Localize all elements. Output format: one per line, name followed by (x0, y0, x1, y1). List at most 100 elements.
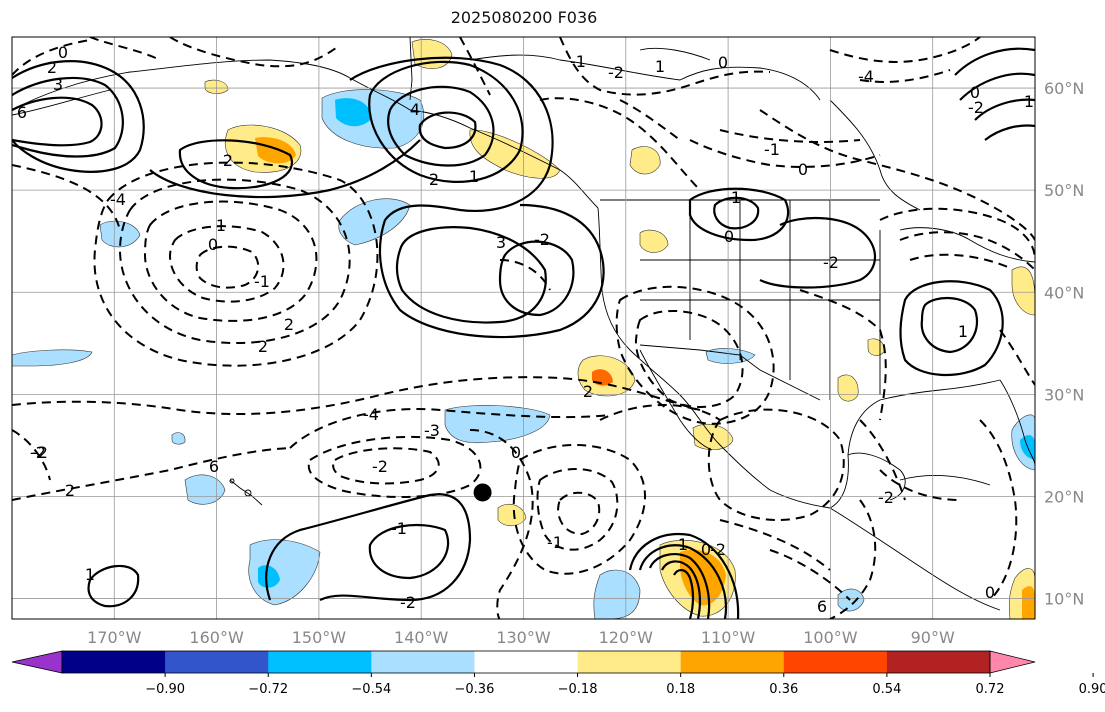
contour-label: 1 (731, 188, 741, 207)
colorbar-segment (62, 651, 166, 673)
longitude-label: 160°W (189, 628, 244, 647)
contour-label: 0 (985, 583, 995, 602)
longitude-tick-labels: 170°W 160°W 150°W 140°W 130°W 120°W 110°W 100°W… (87, 628, 955, 647)
contour-label: 0 (798, 160, 808, 179)
colorbar-segment (371, 651, 475, 673)
contour-label: -2 (710, 540, 726, 559)
contour-label: 0 (511, 443, 521, 462)
contour-label: -2 (372, 457, 388, 476)
colorbar-tick-label: 0.36 (769, 682, 798, 697)
contour-label: -2 (878, 488, 894, 507)
contour-label: 2 (429, 170, 439, 189)
contour-label: 1 (469, 167, 479, 186)
contour-label: 1 (85, 565, 95, 584)
colorbar-tick-label: 0.18 (666, 682, 695, 697)
contour-label: 0 (724, 227, 734, 246)
contour-label: 2 (258, 337, 268, 356)
contour-label: -2 (608, 63, 624, 82)
colorbar-tick-label: −0.36 (455, 682, 495, 697)
contour-label: 0 (970, 83, 980, 102)
contour-label: 3 (496, 233, 506, 252)
colorbar-segment (165, 651, 269, 673)
contour-label: 1 (216, 216, 226, 235)
contour-label: 2 (583, 382, 593, 401)
longitude-label: 140°W (394, 628, 449, 647)
contour-label: -2 (400, 593, 416, 612)
latitude-label: 20°N (1044, 487, 1084, 506)
contour-label: 2 (47, 58, 57, 77)
colorbar-segment (680, 651, 785, 673)
lat-lon-grid (12, 37, 1035, 619)
longitude-label: 110°W (701, 628, 756, 647)
contour-label: 6 (817, 597, 827, 616)
longitude-label: 130°W (496, 628, 551, 647)
colorbar-segment (783, 651, 888, 673)
contour-label: 0 (701, 540, 711, 559)
longitude-label: 100°W (803, 628, 858, 647)
contour-label: -1 (547, 533, 563, 552)
contour-label: -1 (254, 272, 270, 291)
contour-label: 2 (223, 151, 233, 170)
contour-label: 2 (65, 481, 75, 500)
location-marker (473, 483, 492, 502)
contour-label: -2 (30, 443, 46, 462)
latitude-label: 30°N (1044, 385, 1084, 404)
contour-label: -2 (968, 98, 984, 117)
contour-label: 0 (718, 53, 728, 72)
map-title: 2025080200 F036 (450, 8, 598, 27)
contour-label: 1 (655, 57, 665, 76)
colorbar-segment (474, 651, 579, 673)
contour-label: 2 (284, 315, 294, 334)
map-frame (11, 36, 1036, 620)
contour-label: -4 (858, 67, 874, 86)
contour-label: 4 (410, 100, 420, 119)
contour-label: 1 (678, 535, 688, 554)
contour-label: 6 (209, 457, 219, 476)
latitude-tick-labels: 10°N 20°N 30°N 40°N 50°N 60°N (1044, 79, 1084, 609)
contour-label: -4 (363, 405, 379, 424)
contour-label: -3 (424, 421, 440, 440)
colorbar-segment (886, 651, 991, 673)
contour-label: -1 (570, 52, 586, 71)
colorbar-tick-labels: −0.90 −0.72 −0.54 −0.36 −0.18 0.18 0.36 0.54 0.7… (145, 682, 1105, 697)
coastlines (12, 37, 1035, 611)
colorbar-tick-label: 0.72 (976, 682, 1005, 697)
colorbar-tick-label: −0.90 (145, 682, 185, 697)
contour-label: -2 (32, 443, 48, 462)
longitude-label: 120°W (599, 628, 654, 647)
colorbar-tick-label: −0.54 (351, 682, 391, 697)
colorbar-frame (61, 650, 991, 674)
colorbar-segment (268, 651, 372, 673)
contour-label: 0 (58, 43, 68, 62)
contour-label: -4 (110, 190, 126, 209)
colorbar-tick-label: −0.18 (558, 682, 598, 697)
colorbar-tick-label: 0.54 (872, 682, 901, 697)
colorbar-extend-high (989, 650, 1036, 674)
latitude-label: 40°N (1044, 283, 1084, 302)
contour-label: 3 (53, 75, 63, 94)
contour-label: -2 (823, 253, 839, 272)
colorbar (11, 650, 1094, 677)
colorbar-segment (577, 651, 682, 673)
dashed-contours (12, 37, 1035, 619)
longitude-label: 150°W (292, 628, 347, 647)
contour-label: 1 (1024, 92, 1034, 111)
contour-label: 0 (208, 235, 218, 254)
longitude-label: 90°W (911, 628, 955, 647)
contour-label: -1 (391, 519, 407, 538)
contour-label: 6 (17, 103, 27, 122)
latitude-label: 10°N (1044, 590, 1084, 609)
contour-label: -2 (534, 230, 550, 249)
colorbar-tick-label: 0.90 (1079, 682, 1105, 697)
latitude-label: 50°N (1044, 181, 1084, 200)
contour-label: 1 (958, 322, 968, 341)
colorbar-extend-low (11, 650, 63, 674)
colorbar-tick-label: −0.72 (248, 682, 288, 697)
latitude-label: 60°N (1044, 79, 1084, 98)
solid-contours (12, 47, 1035, 619)
contour-label: -1 (764, 140, 780, 159)
